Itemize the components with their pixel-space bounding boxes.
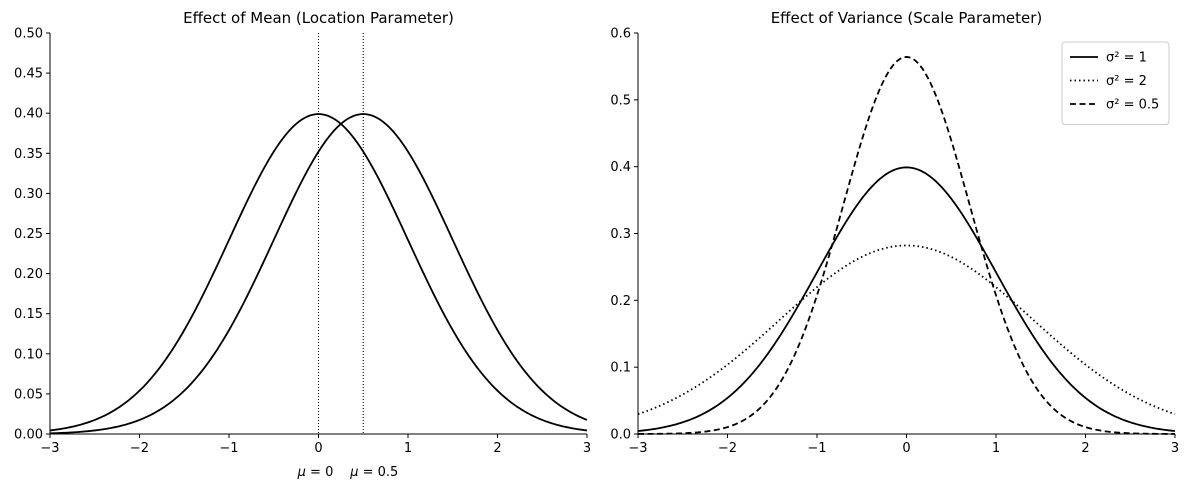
y-tick-label: 0.30	[14, 187, 43, 202]
y-tick-label: 0.2	[610, 294, 631, 309]
y-tick-label: 0.5	[610, 93, 631, 108]
mean-annotation: μ = 0.5	[349, 465, 398, 480]
chart-panel-1: Effect of Mean (Location Parameter) −3 −2 −…	[14, 9, 591, 480]
x-tick-label: 3	[583, 441, 591, 456]
legend-frame	[1061, 41, 1170, 125]
mean-annotation-symbol: μ	[349, 465, 358, 480]
y-tick-label: 0.10	[14, 347, 43, 362]
chart-title: Effect of Variance (Scale Parameter)	[771, 9, 1043, 27]
y-tick-label: 0.3	[610, 227, 631, 242]
chart-panel-2: Effect of Variance (Scale Parameter) −3 −2…	[610, 9, 1179, 456]
y-tick-label: 0.4	[610, 160, 631, 175]
y-tick-label: 0.35	[14, 147, 43, 162]
legend: σ² = 1 σ² = 2 σ² = 0.5	[1061, 41, 1170, 125]
x-tick-label: 3	[1171, 441, 1179, 456]
y-tick-label: 0.00	[14, 428, 43, 443]
x-tick-label: −2	[718, 441, 737, 456]
x-tick-label: −2	[130, 441, 149, 456]
y-tick-label: 0.15	[14, 307, 43, 322]
x-tick-label: −3	[40, 441, 59, 456]
x-tick-label: 1	[404, 441, 412, 456]
x-tick-label: −3	[628, 441, 647, 456]
x-tick-label: 0	[314, 441, 322, 456]
y-tick-label: 0.6	[610, 27, 631, 42]
y-tick-label: 0.20	[14, 267, 43, 282]
y-tick-label: 0.40	[14, 107, 43, 122]
series-line-3	[638, 56, 1175, 435]
x-tick-label: −1	[219, 441, 238, 456]
x-tick-label: 0	[902, 441, 910, 456]
x-tick-label: 1	[992, 441, 1000, 456]
legend-label: σ² = 0.5	[1106, 98, 1159, 113]
y-tick-label: 0.50	[14, 27, 43, 42]
x-tick-label: −1	[807, 441, 826, 456]
y-tick-label: 0.05	[14, 387, 43, 402]
y-tick-label: 0.0	[610, 428, 631, 443]
y-tick-label: 0.45	[14, 67, 43, 82]
mean-annotation: μ = 0	[297, 465, 334, 480]
legend-label: σ² = 1	[1106, 51, 1147, 66]
y-tick-label: 0.1	[610, 361, 631, 376]
x-tick-label: 2	[1081, 441, 1089, 456]
series-line-1	[49, 113, 588, 432]
y-tick-label: 0.25	[14, 227, 43, 242]
mean-annotation-value: = 0.5	[358, 465, 398, 480]
series-line-2	[637, 244, 1176, 415]
legend-label: σ² = 2	[1106, 74, 1147, 89]
series-line-1	[637, 166, 1176, 432]
mean-annotation-value: = 0	[306, 465, 333, 480]
x-tick-label: 2	[493, 441, 501, 456]
mean-annotation-symbol: μ	[297, 465, 306, 480]
chart-title: Effect of Mean (Location Parameter)	[183, 9, 454, 27]
series-line-2	[49, 113, 588, 435]
